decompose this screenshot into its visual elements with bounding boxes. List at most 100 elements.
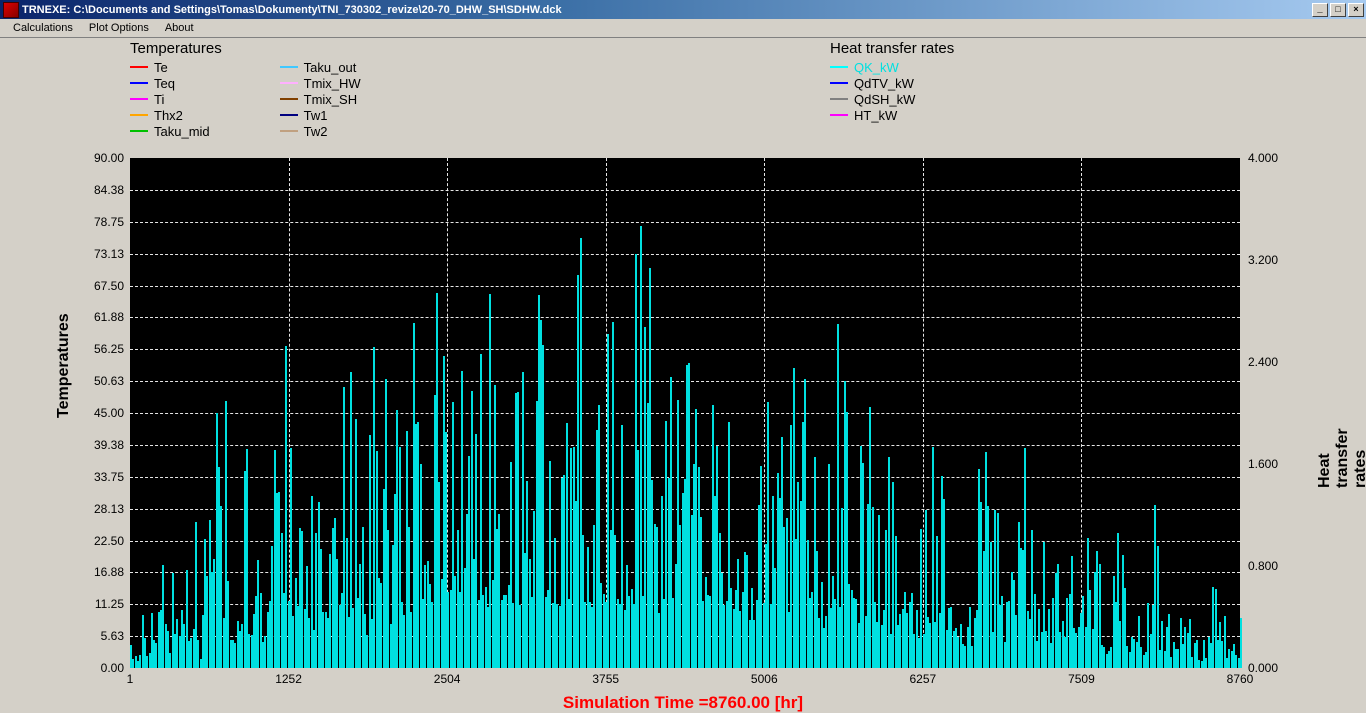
gridline	[130, 190, 1240, 191]
legend-label: Tw2	[304, 124, 328, 139]
legend-item: Thx2	[130, 107, 210, 123]
chart-canvas	[130, 158, 1240, 668]
xtick: 6257	[909, 672, 936, 686]
gridline	[130, 381, 1240, 382]
legend-title-temperatures: Temperatures	[130, 40, 361, 57]
legend-swatch	[280, 114, 298, 116]
ytick-left: 73.13	[74, 247, 124, 261]
ytick-left: 0.00	[74, 661, 124, 675]
ytick-left: 78.75	[74, 215, 124, 229]
legend-swatch	[830, 82, 848, 84]
legend-title-heat-rates: Heat transfer rates	[830, 40, 954, 57]
ytick-left: 61.88	[74, 310, 124, 324]
legend-swatch	[130, 98, 148, 100]
menu-bar: Calculations Plot Options About	[0, 19, 1366, 38]
legend-label: HT_kW	[854, 108, 897, 123]
ytick-left: 67.50	[74, 279, 124, 293]
ytick-left: 28.13	[74, 502, 124, 516]
legend-item: HT_kW	[830, 107, 954, 123]
xtick: 1252	[275, 672, 302, 686]
legend-label: Tw1	[304, 108, 328, 123]
legend-label: QK_kW	[854, 60, 899, 75]
xtick: 1	[127, 672, 134, 686]
legend-swatch	[280, 130, 298, 132]
legend-label: QdTV_kW	[854, 76, 914, 91]
ytick-right: 1.600	[1248, 457, 1278, 471]
gridline	[130, 349, 1240, 350]
legend-label: Tmix_SH	[304, 92, 357, 107]
ytick-left: 5.63	[74, 629, 124, 643]
legend-item: Tmix_SH	[280, 91, 361, 107]
xtick: 3755	[592, 672, 619, 686]
menu-about[interactable]: About	[157, 20, 202, 36]
legend-item: Teq	[130, 75, 210, 91]
legend-swatch	[830, 66, 848, 68]
ytick-right: 4.000	[1248, 151, 1278, 165]
legend-item: Te	[130, 59, 210, 75]
xtick: 5006	[751, 672, 778, 686]
ytick-right: 2.400	[1248, 355, 1278, 369]
gridline	[130, 477, 1240, 478]
gridline	[130, 254, 1240, 255]
y-axis-left-title: Temperatures	[55, 313, 73, 418]
gridline	[130, 222, 1240, 223]
ytick-left: 33.75	[74, 470, 124, 484]
xtick: 7509	[1068, 672, 1095, 686]
legend-swatch	[280, 66, 298, 68]
gridline	[130, 286, 1240, 287]
ytick-right: 3.200	[1248, 253, 1278, 267]
ytick-left: 45.00	[74, 406, 124, 420]
menu-plot-options[interactable]: Plot Options	[81, 20, 157, 36]
legend-swatch	[830, 98, 848, 100]
legend-swatch	[130, 66, 148, 68]
gridline	[130, 413, 1240, 414]
close-button[interactable]: ×	[1348, 3, 1364, 17]
legend-label: QdSH_kW	[854, 92, 915, 107]
minimize-button[interactable]: _	[1312, 3, 1328, 17]
legend-item: Ti	[130, 91, 210, 107]
ytick-left: 84.38	[74, 183, 124, 197]
legend-item: QK_kW	[830, 59, 954, 75]
ytick-left: 39.38	[74, 438, 124, 452]
window-title: TRNEXE: C:\Documents and Settings\Tomas\…	[22, 4, 1312, 16]
gridline	[130, 317, 1240, 318]
legend-item: Taku_out	[280, 59, 361, 75]
legend-item: Tw1	[280, 107, 361, 123]
legend-item: Taku_mid	[130, 123, 210, 139]
app-icon	[3, 2, 19, 18]
legend-swatch	[130, 82, 148, 84]
legend-label: Te	[154, 60, 168, 75]
legend-swatch	[830, 114, 848, 116]
maximize-button[interactable]: □	[1330, 3, 1346, 17]
legend-item: Tmix_HW	[280, 75, 361, 91]
legend-label: Taku_mid	[154, 124, 210, 139]
ytick-left: 16.88	[74, 565, 124, 579]
legend-heat-rates: Heat transfer rates QK_kWQdTV_kWQdSH_kWH…	[830, 40, 954, 123]
ytick-left: 11.25	[74, 597, 124, 611]
legend-label: Thx2	[154, 108, 183, 123]
gridline	[130, 445, 1240, 446]
legend-swatch	[130, 130, 148, 132]
legend-label: Teq	[154, 76, 175, 91]
legend-swatch	[280, 98, 298, 100]
legend-label: Taku_out	[304, 60, 357, 75]
legend-swatch	[280, 82, 298, 84]
legend-label: Ti	[154, 92, 164, 107]
legend-temperatures: Temperatures TeTeqTiThx2Taku_mid Taku_ou…	[130, 40, 361, 139]
legend-label: Tmix_HW	[304, 76, 361, 91]
series-bar	[1240, 618, 1242, 668]
y-axis-right-title: Heat transfer rates	[1316, 428, 1366, 488]
gridline	[1081, 158, 1082, 668]
simulation-time-label: Simulation Time =8760.00 [hr]	[0, 693, 1366, 713]
menu-calculations[interactable]: Calculations	[5, 20, 81, 36]
xtick: 2504	[434, 672, 461, 686]
ytick-left: 90.00	[74, 151, 124, 165]
ytick-right: 0.800	[1248, 559, 1278, 573]
legend-item: QdSH_kW	[830, 91, 954, 107]
window-titlebar: TRNEXE: C:\Documents and Settings\Tomas\…	[0, 0, 1366, 19]
ytick-left: 56.25	[74, 342, 124, 356]
xtick: 8760	[1227, 672, 1254, 686]
legend-item: QdTV_kW	[830, 75, 954, 91]
gridline	[923, 158, 924, 668]
ytick-left: 50.63	[74, 374, 124, 388]
